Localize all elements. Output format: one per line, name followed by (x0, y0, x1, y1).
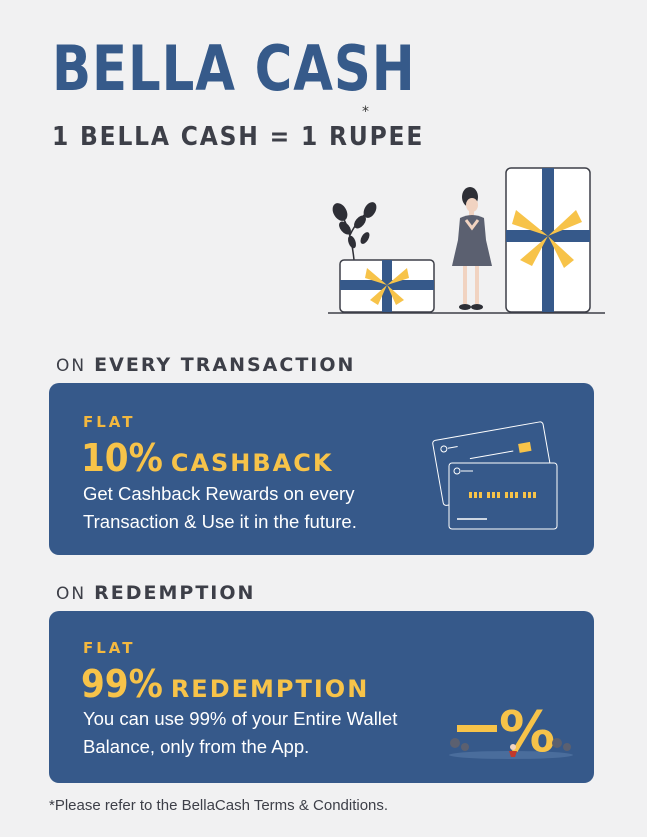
section-label-prefix: ON (56, 584, 87, 604)
credit-cards-icon (432, 421, 558, 530)
cashback-word: CASHBACK (170, 449, 334, 477)
large-gift-icon (505, 167, 591, 313)
section-label-main: REDEMPTION (94, 582, 256, 604)
gift-illustration (328, 167, 605, 314)
redemption-description: You can use 99% of your Entire Wallet Ba… (83, 708, 398, 757)
cashback-percent: 10% (81, 436, 163, 480)
redemption-headline: 99% REDEMPTION (81, 665, 369, 703)
title-asterisk: * (362, 104, 369, 120)
redemption-card: FLAT 99% REDEMPTION You can use 99% of yo… (49, 611, 594, 783)
terms-footnote: *Please refer to the BellaCash Terms & C… (49, 797, 389, 814)
section-label-main: EVERY TRANSACTION (94, 354, 356, 376)
small-gift-icon (339, 259, 435, 313)
conversion-rate-subtitle: 1 BELLA CASH = 1 RUPEE (52, 122, 425, 152)
flat-label: FLAT (83, 413, 136, 431)
redemption-word: REDEMPTION (170, 675, 370, 703)
brand-title: BELLA CASH (52, 32, 416, 105)
section-label-prefix: ON (56, 356, 87, 376)
redemption-percent: 99% (81, 662, 163, 706)
section-label-redemption: ON REDEMPTION (56, 582, 255, 604)
cashback-card: FLAT 10% CASHBACK Get Cashback Rewards on… (49, 383, 594, 555)
cashback-description: Get Cashback Rewards on every Transactio… (83, 483, 357, 532)
woman-figure-icon (452, 187, 492, 310)
percent-discount-icon: % (449, 700, 573, 761)
flat-label: FLAT (83, 639, 136, 657)
cashback-headline: 10% CASHBACK (81, 439, 333, 477)
svg-text:%: % (499, 700, 555, 761)
plant-icon (332, 202, 377, 261)
section-label-transaction: ON EVERY TRANSACTION (56, 354, 355, 376)
